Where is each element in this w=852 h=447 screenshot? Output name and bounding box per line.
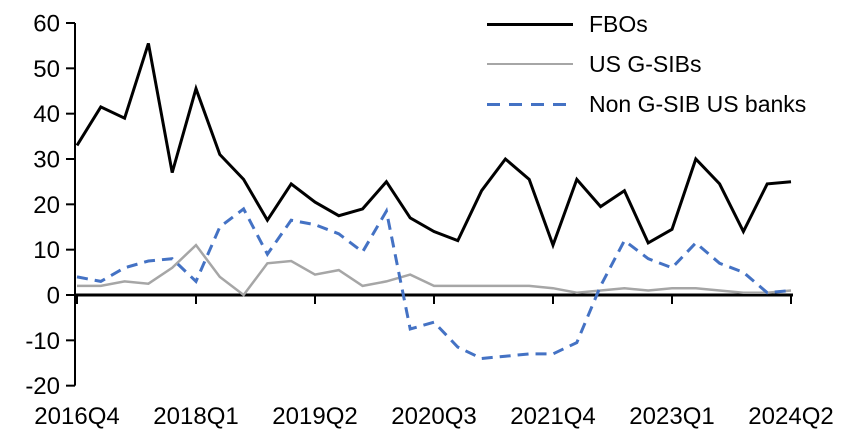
legend-item-us-gsibs: US G-SIBs [487, 44, 806, 84]
legend-label-non-gsib-us-banks: Non G-SIB US banks [589, 90, 807, 117]
y-axis-tick-label: 50 [33, 56, 60, 83]
legend-line-sample-non-gsib-us-banks [487, 102, 573, 106]
x-axis-tick-label: 2019Q2 [272, 403, 357, 430]
chart-legend: FBOs US G-SIBs Non G-SIB US banks [487, 4, 806, 124]
y-axis-tick-label: 10 [33, 237, 60, 264]
y-axis-tick-label: 20 [33, 192, 60, 219]
y-axis-tick-label: 60 [33, 11, 60, 38]
x-axis-tick-label: 2018Q1 [153, 403, 238, 430]
y-axis-tick-label: -20 [25, 373, 60, 400]
x-axis-tick-label: 2024Q2 [748, 403, 833, 430]
x-axis-tick-label: 2016Q4 [34, 403, 119, 430]
legend-label-fbos: FBOs [589, 10, 648, 37]
y-axis-tick-label: 40 [33, 101, 60, 128]
y-axis-tick-label: 30 [33, 147, 60, 174]
series-line-fbos [75, 42, 792, 250]
y-axis-tick-label: -10 [25, 328, 60, 355]
legend-line-sample-fbos [487, 22, 573, 26]
y-axis-tick-label: 0 [47, 283, 60, 310]
series-line-non-g-sib-us-banks [76, 206, 792, 361]
x-axis-tick-label: 2023Q1 [629, 403, 714, 430]
x-axis-tick-label: 2020Q3 [391, 403, 476, 430]
legend-item-non-gsib-us-banks: Non G-SIB US banks [487, 84, 806, 124]
legend-line-sample-us-gsibs [487, 62, 573, 66]
legend-item-fbos: FBOs [487, 4, 806, 44]
x-axis-tick-label: 2021Q4 [510, 403, 595, 430]
series-line-us-g-sibs [77, 243, 792, 297]
legend-label-us-gsibs: US G-SIBs [589, 50, 702, 77]
